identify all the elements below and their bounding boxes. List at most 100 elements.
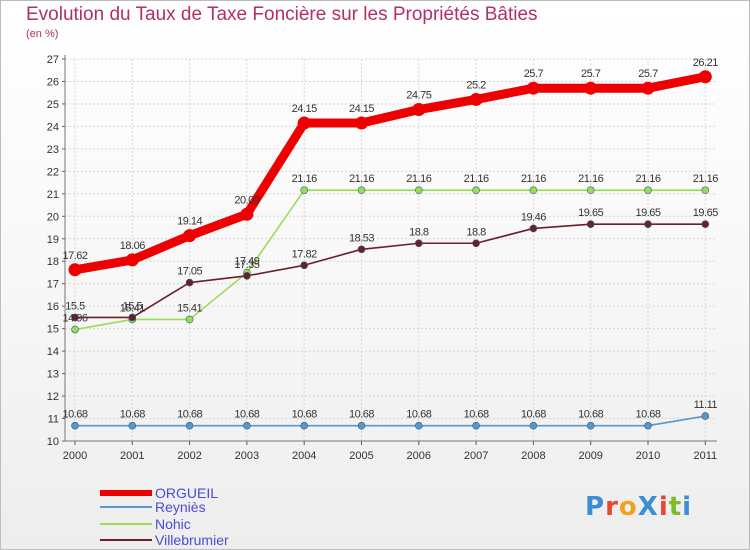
data-label: 10.68 [635,409,660,421]
logo-letter: P [585,492,606,522]
data-label: 10.68 [234,409,259,421]
data-label: 20.09 [234,194,259,206]
y-tick-label: 22 [47,166,59,178]
data-point [586,421,595,430]
y-tick-label: 16 [47,301,59,313]
x-tick-label: 2002 [177,450,201,462]
data-point [185,278,194,287]
series-line-villebrumier [74,223,707,319]
data-point [357,245,366,254]
data-label: 15.5 [65,300,85,312]
data-point [183,229,197,243]
y-tick-label: 15 [47,324,59,336]
data-point [412,103,426,117]
data-point [469,92,483,106]
data-point [644,421,652,430]
y-tick-label: 11 [48,414,59,426]
data-point [472,239,480,248]
y-tick-label: 17 [47,279,59,291]
y-tick-label: 12 [47,391,59,403]
data-point [68,263,82,277]
data-label: 19.65 [578,207,603,219]
data-point [240,207,254,221]
y-tick-label: 27 [47,54,59,66]
data-point [297,116,311,130]
data-label: 10.68 [578,409,603,421]
series-line-reyniès [74,415,707,427]
data-point [243,421,251,430]
data-point [128,421,137,430]
data-label: 17.49 [234,256,259,268]
y-tick-label: 20 [47,211,59,223]
x-tick-label: 2009 [578,450,602,462]
data-point [586,186,595,195]
data-point [71,325,79,334]
data-label: 21.16 [349,173,374,185]
y-tick-label: 10 [47,436,59,448]
data-label: 19.65 [693,207,718,219]
data-label: 21.16 [464,173,489,185]
data-label: 10.68 [62,409,87,421]
data-point [644,220,652,228]
series-line-nohic [74,189,707,331]
legend-item-orgueil: ORGUEIL [100,486,320,500]
data-point [586,220,595,228]
y-tick-label: 25 [47,99,59,111]
data-label: 10.68 [349,409,374,421]
legend-swatch [100,506,152,508]
data-point [584,81,598,95]
logo-letter: i [658,492,669,522]
x-tick-label: 2005 [349,450,373,462]
data-label: 15.41 [120,302,145,314]
data-point [701,186,710,195]
legend-label: Villebrumier [155,532,229,548]
data-label: 17.05 [177,266,202,278]
data-point [357,186,366,195]
data-point [357,421,366,430]
data-point [414,421,423,430]
y-tick-label: 21 [47,189,59,201]
y-axis-unit: (en %) [26,28,59,40]
data-label: 17.62 [62,250,87,262]
data-point [355,116,368,130]
data-label: 10.68 [292,409,317,421]
x-tick-label: 2001 [120,450,144,462]
legend-item-reynies: Reyniès [100,500,320,514]
data-label: 24.15 [349,103,374,115]
data-point [701,412,710,420]
data-point [641,81,655,95]
data-point [529,224,538,233]
data-point [472,421,480,430]
data-label: 19.65 [635,207,660,219]
data-label: 21.16 [406,173,431,185]
data-point [698,70,712,84]
data-label: 18.06 [120,240,145,252]
data-point [128,313,137,322]
x-tick-label: 2010 [636,450,660,462]
x-tick-label: 2000 [63,450,87,462]
series-line-orgueil [70,72,710,275]
data-point [529,421,538,430]
logo-letter: t [668,492,683,522]
data-label: 18.8 [466,226,486,238]
legend-swatch [100,539,152,541]
data-label: 17.82 [292,248,317,260]
data-label: 15.5 [123,300,143,312]
logo-letter: r [605,492,619,522]
data-label: 25.7 [638,68,658,80]
data-label: 10.68 [120,409,145,421]
legend-swatch [100,523,152,525]
data-point [300,261,309,270]
data-point [644,186,652,195]
data-label: 10.68 [177,409,202,421]
data-point [243,272,251,280]
data-label: 25.2 [466,79,486,91]
data-point [701,220,710,228]
data-label: 24.75 [406,90,431,102]
data-point [414,186,423,195]
data-label: 14.96 [62,313,87,325]
y-tick-label: 26 [47,76,59,88]
data-point [71,421,79,430]
legend-item-nohic: Nohic [100,517,320,531]
data-label: 25.7 [581,68,601,80]
